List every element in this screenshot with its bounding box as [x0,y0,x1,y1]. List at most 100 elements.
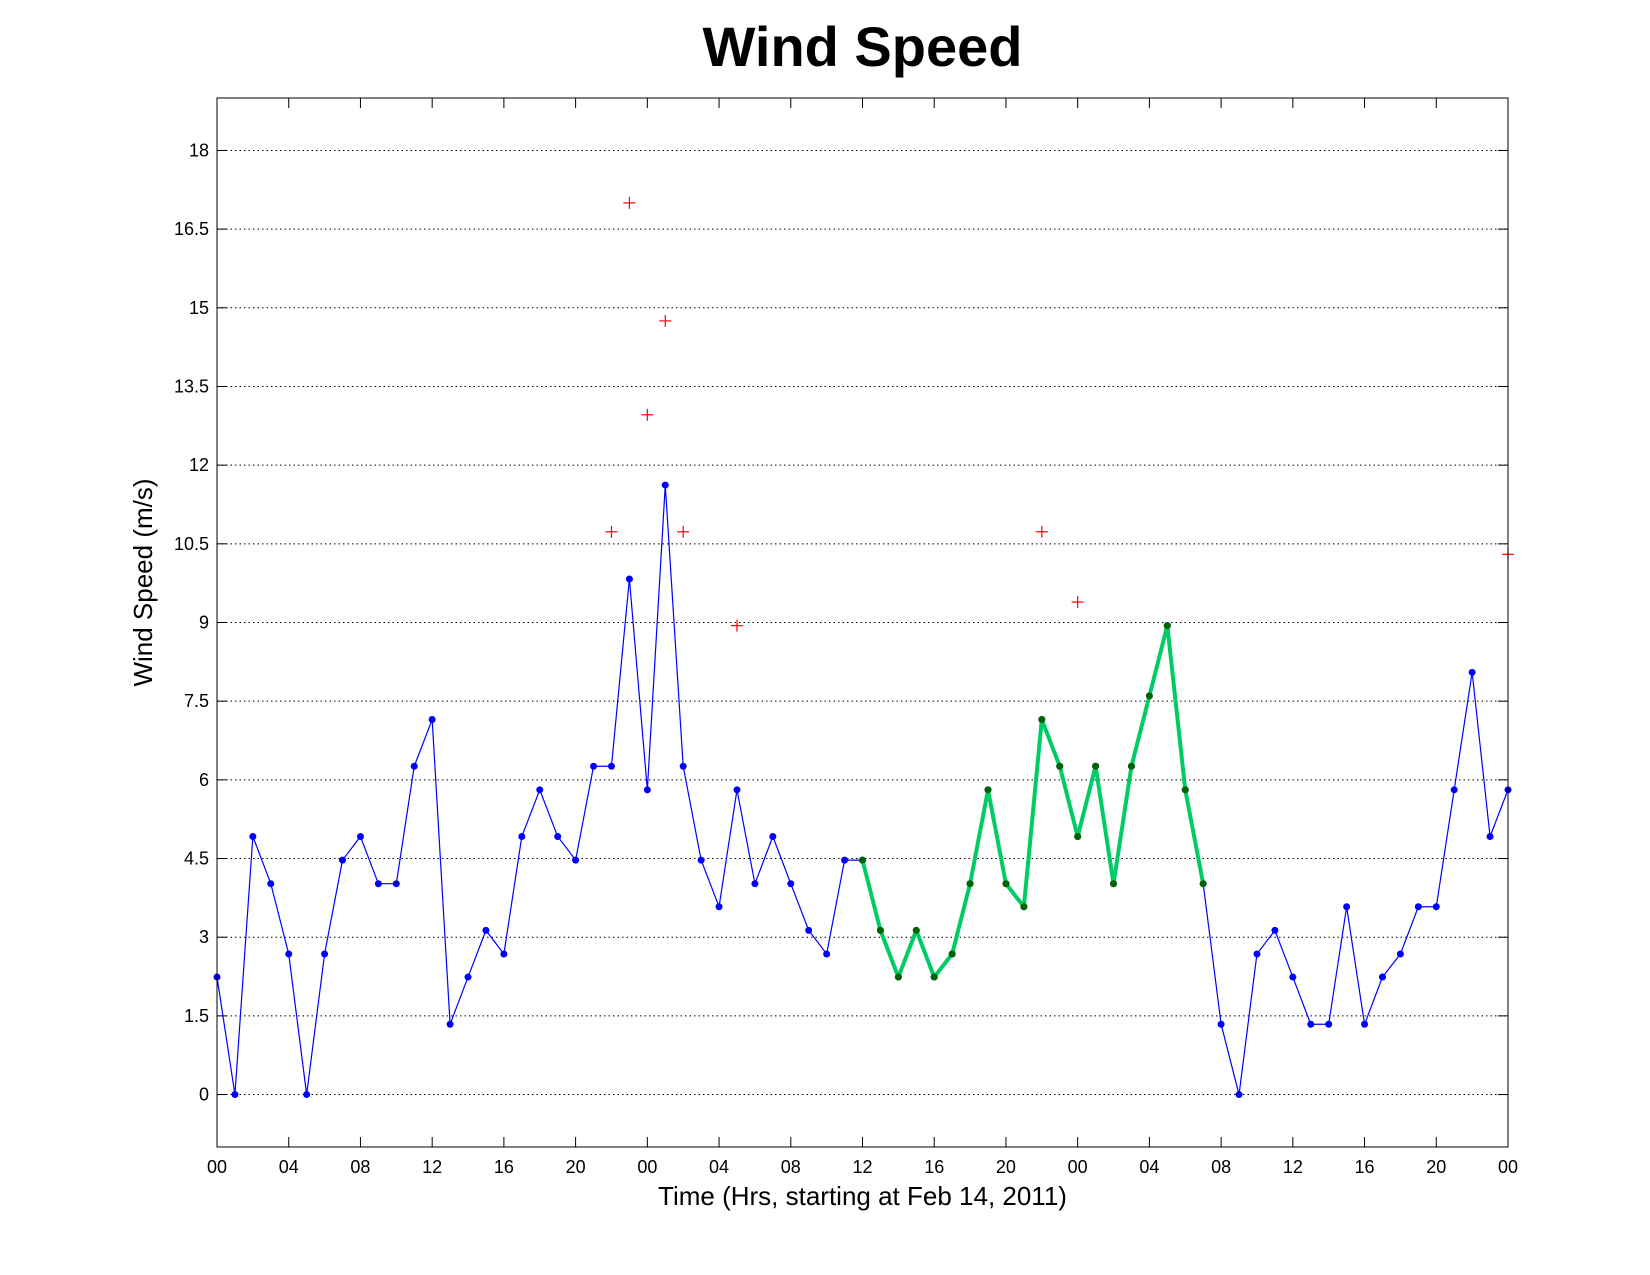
y-tick-label: 13.5 [174,376,209,396]
y-tick-label: 4.5 [184,849,209,869]
data-point-blue [1235,1091,1243,1099]
data-point-blue [715,903,723,911]
data-point-blue [249,832,257,840]
data-point-blue [769,832,777,840]
data-point-blue [339,856,347,864]
data-point-green [912,926,920,934]
outlier-marker [623,196,636,209]
plot-area-frame [216,97,1509,1148]
outlier-marker [730,619,743,632]
data-point-blue [1271,926,1279,934]
data-point-blue [356,832,364,840]
data-point-green [1110,880,1118,888]
data-point-blue [1289,973,1297,981]
data-point-blue [267,880,275,888]
x-tick-label: 20 [1426,1157,1446,1177]
data-point-blue [1378,973,1386,981]
data-point-green [984,786,992,794]
data-point-blue [661,481,669,489]
x-tick-label: 12 [1283,1157,1303,1177]
data-point-blue [1414,903,1422,911]
x-tick-label: 12 [422,1157,442,1177]
data-point-blue [392,880,400,888]
y-tick-label: 12 [189,455,209,475]
data-point-blue [410,762,418,770]
data-point-blue [231,1091,239,1099]
outlier-marker [641,408,654,421]
x-tick-label: 08 [1211,1157,1231,1177]
data-point-blue [643,786,651,794]
x-tick-label: 00 [207,1157,227,1177]
x-tick-label: 16 [1355,1157,1375,1177]
outlier-marker [1071,596,1084,609]
data-point-blue [679,762,687,770]
axis-ticks [216,98,1509,1147]
x-tick-label: 08 [781,1157,801,1177]
x-tick-label: 20 [566,1157,586,1177]
y-tick-label: 3 [199,927,209,947]
y-tick-label: 15 [189,298,209,318]
data-point-green [948,950,956,958]
data-point-blue [500,950,508,958]
data-point-green [1127,762,1135,770]
data-point-blue [446,1020,454,1028]
data-point-green [876,926,884,934]
data-point-blue [607,762,615,770]
x-tick-label: 00 [1068,1157,1088,1177]
data-point-blue [1486,832,1494,840]
data-point-blue [1325,1020,1333,1028]
x-tick-label: 20 [996,1157,1016,1177]
data-point-blue [536,786,544,794]
data-point-blue [1361,1020,1369,1028]
data-point-blue [1253,950,1261,958]
data-series [213,196,1514,1099]
data-point-blue [572,856,580,864]
y-axis-label: Wind Speed (m/s) [128,478,158,686]
data-point-blue [733,786,741,794]
outlier-marker [659,314,672,327]
data-point-green [1074,832,1082,840]
data-point-blue [1396,950,1404,958]
data-point-blue [751,880,759,888]
data-point-blue [1343,903,1351,911]
data-point-blue [841,856,849,864]
x-tick-label: 00 [637,1157,657,1177]
y-tick-label: 10.5 [174,534,209,554]
data-point-blue [374,880,382,888]
data-point-blue [482,926,490,934]
data-point-blue [1307,1020,1315,1028]
y-tick-label: 9 [199,613,209,633]
outlier-marker [677,525,690,538]
x-tick-label: 12 [852,1157,872,1177]
data-point-blue [787,880,795,888]
y-tick-label: 1.5 [184,1006,209,1026]
series-line-green [860,623,1206,980]
chart-title: Wind Speed [702,15,1023,78]
data-point-blue [464,973,472,981]
y-tick-label: 7.5 [184,691,209,711]
x-tick-label: 16 [494,1157,514,1177]
data-point-green [1145,692,1153,700]
data-point-blue [321,950,329,958]
data-point-blue [1217,1020,1225,1028]
data-point-blue [590,762,598,770]
data-point-green [1056,762,1064,770]
x-tick-label: 08 [350,1157,370,1177]
data-point-green [1092,762,1100,770]
y-tick-label: 6 [199,770,209,790]
data-point-green [1199,880,1207,888]
y-tick-label: 18 [189,140,209,160]
data-point-green [859,856,866,864]
x-tick-label: 00 [1498,1157,1518,1177]
series-line-blue [216,485,1509,1095]
data-point-green [1020,903,1028,911]
outlier-marker [605,525,618,538]
y-tick-label: 0 [199,1085,209,1105]
x-tick-label: 04 [279,1157,299,1177]
data-point-blue [518,832,526,840]
data-point-green [1038,716,1046,724]
data-point-blue [697,856,705,864]
data-point-blue [428,716,436,724]
outlier-marker [1035,525,1048,538]
